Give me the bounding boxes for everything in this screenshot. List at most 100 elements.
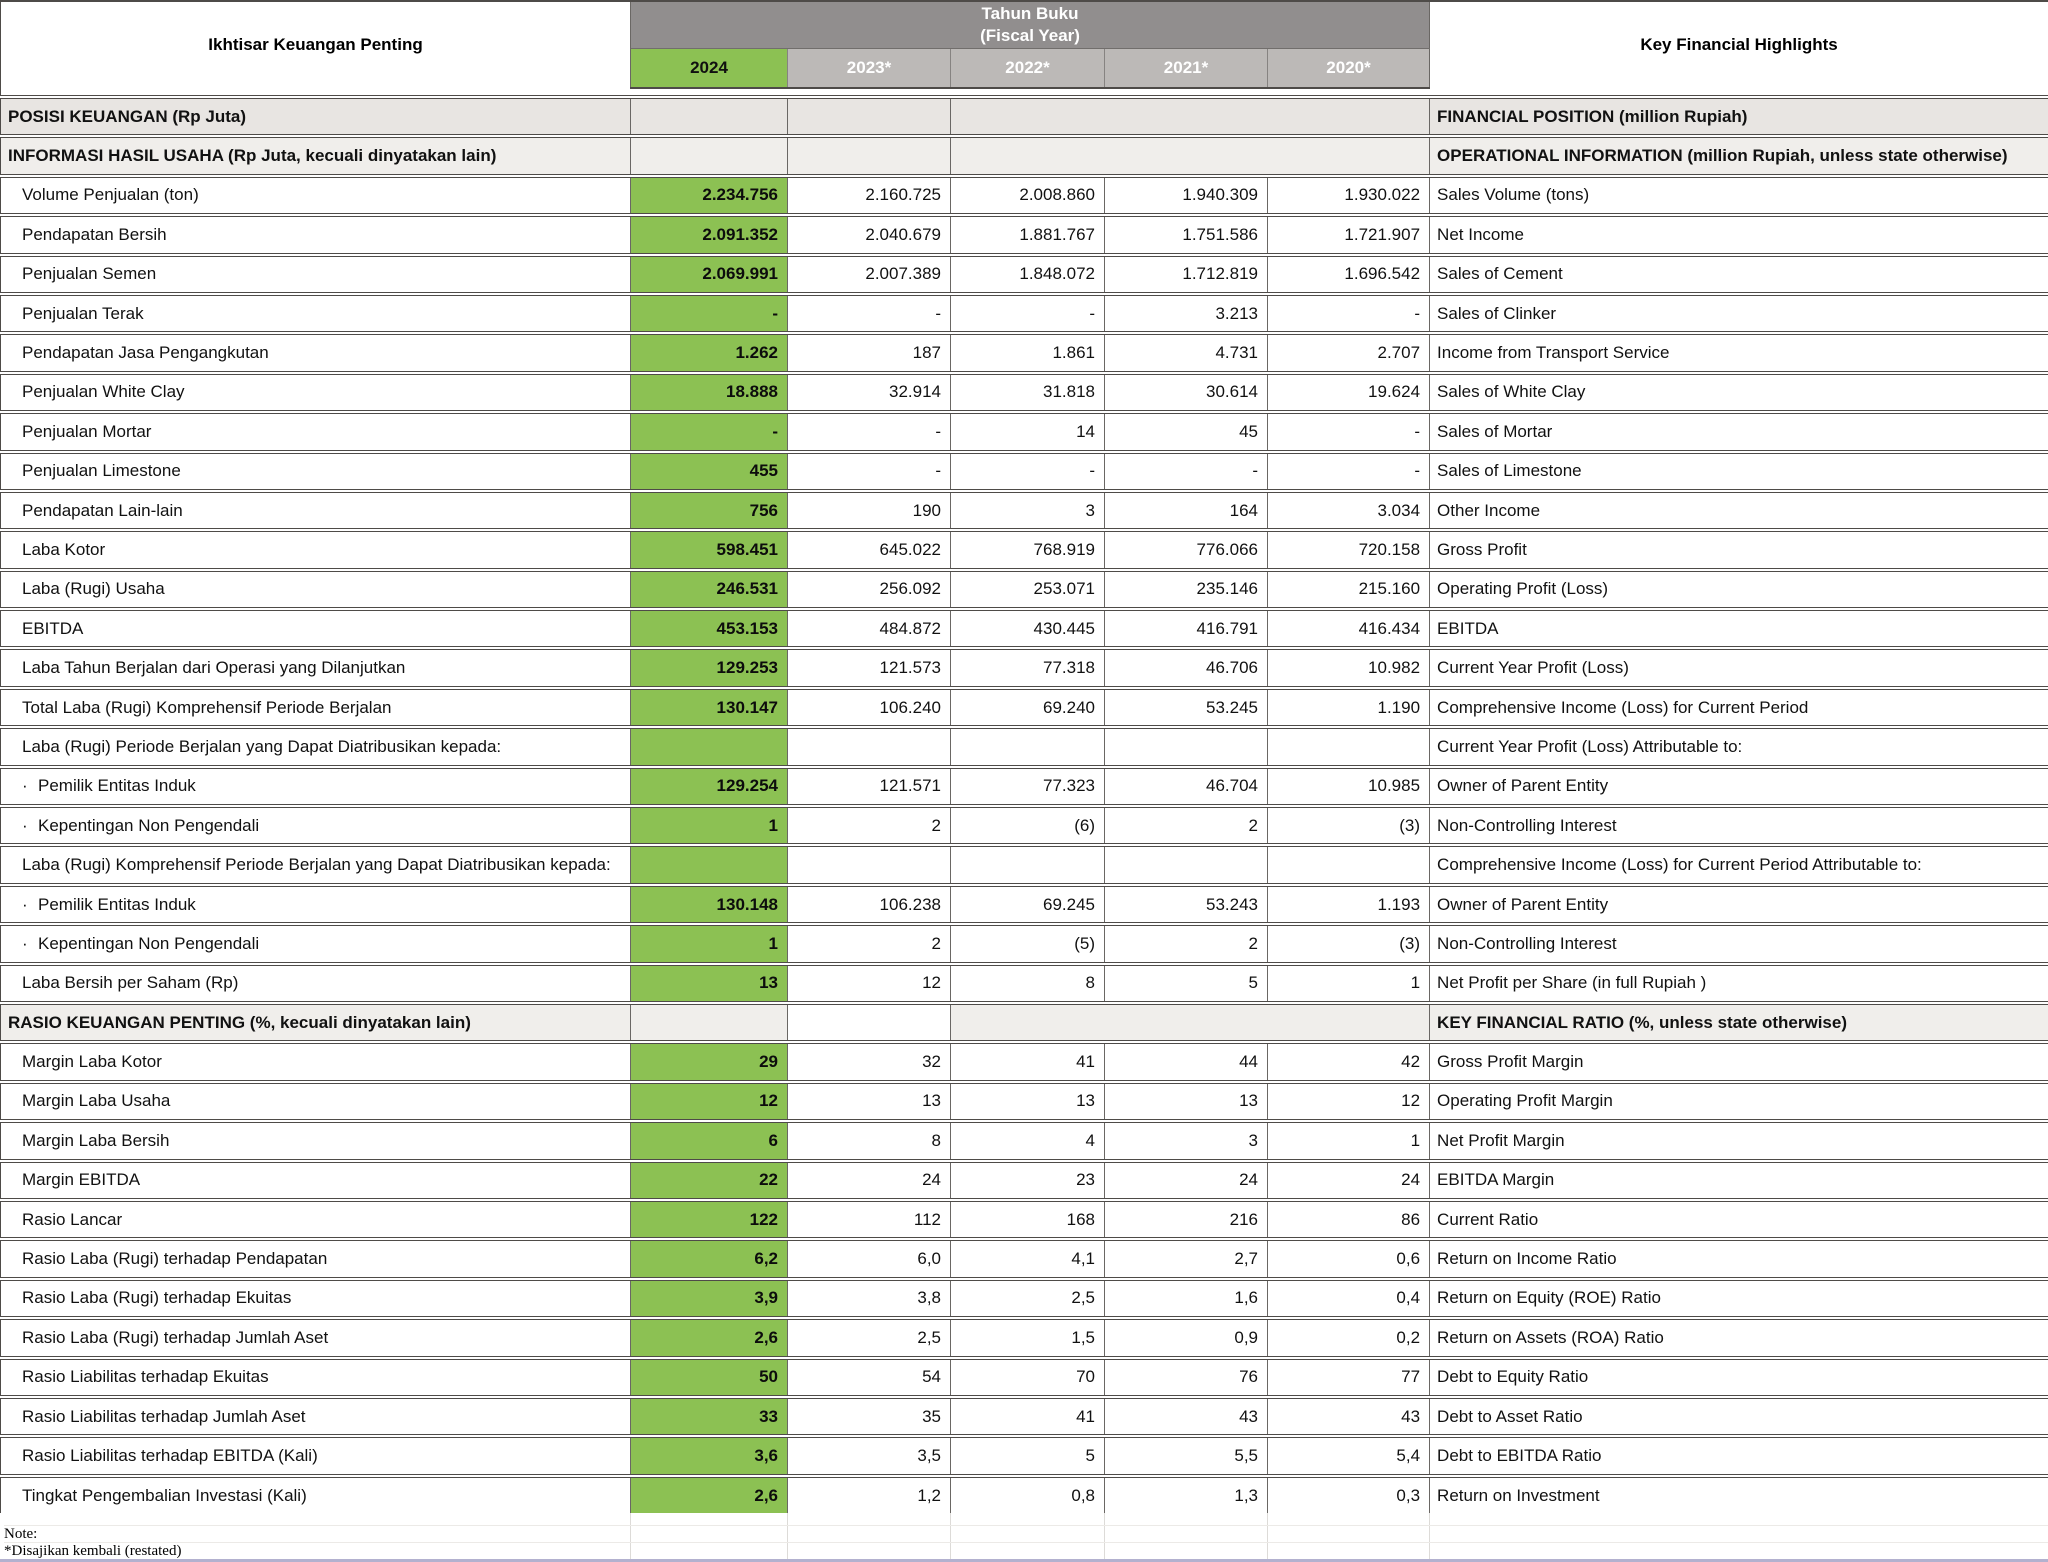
cell-2024 xyxy=(630,725,788,767)
cell-2021: 45 xyxy=(1104,410,1268,452)
year-header-2020: 2020* xyxy=(1267,48,1431,89)
cell-2020: 10.982 xyxy=(1267,646,1431,688)
cell-2023: 32 xyxy=(787,1040,951,1082)
footnotes-area: Note: *Disajikan kembali (restated) xyxy=(0,1513,2048,1562)
row-label-id: Margin Laba Kotor xyxy=(0,1040,631,1082)
cell-2022: 4,1 xyxy=(950,1237,1105,1279)
year-header-2021: 2021* xyxy=(1104,48,1268,89)
cell-2021: 1,6 xyxy=(1104,1276,1268,1319)
row-label-en: Non-Controlling Interest xyxy=(1429,922,2048,964)
row-label-id: Volume Penjualan (ton) xyxy=(0,173,631,216)
cell-2022: 14 xyxy=(950,410,1105,452)
row-label-en: Sales of Clinker xyxy=(1429,291,2048,334)
cell-2023: 121.571 xyxy=(787,764,951,807)
cell-2024: 22 xyxy=(630,1158,788,1200)
cell-2024: 13 xyxy=(630,961,788,1003)
grid-line xyxy=(1104,1513,1105,1559)
cell-2020: 43 xyxy=(1267,1394,1431,1437)
cell-2022: 5 xyxy=(950,1434,1105,1476)
bullet-icon: · xyxy=(22,894,28,914)
spacer-cell xyxy=(0,88,2048,97)
cell-2022: 430.445 xyxy=(950,607,1105,649)
cell-2021 xyxy=(1104,725,1268,767)
row-label-id-text: Pemilik Entitas Induk xyxy=(38,776,196,796)
cell-2024: - xyxy=(630,410,788,452)
cell-2021: 3.213 xyxy=(1104,291,1268,334)
cell-2024: 2.091.352 xyxy=(630,213,788,255)
cell-2021 xyxy=(1104,843,1268,885)
row-label-en: Debt to Asset Ratio xyxy=(1429,1394,2048,1437)
cell-2024: 1 xyxy=(630,804,788,846)
row-label-en: Return on Assets (ROA) Ratio xyxy=(1429,1316,2048,1358)
table-row: Pendapatan Jasa Pengangkutan 1.262 187 1.86… xyxy=(0,331,2048,373)
table-row: Pendapatan Bersih 2.091.352 2.040.679 1.881… xyxy=(0,213,2048,255)
cell-2022: 1.881.767 xyxy=(950,213,1105,255)
row-label-id: RASIO KEUANGAN PENTING (%, kecuali dinya… xyxy=(0,1000,631,1043)
cell-2020: 1.193 xyxy=(1267,882,1431,925)
cell-2022: 1.848.072 xyxy=(950,252,1105,294)
cell-2023: - xyxy=(787,291,951,334)
table-row: Rasio Laba (Rugi) terhadap Jumlah Aset 2,… xyxy=(0,1316,2048,1358)
cell-2020: 1 xyxy=(1267,1119,1431,1161)
year-header-2024: 2024 xyxy=(630,48,788,89)
financial-highlights-table: Ikhtisar Keuangan Penting Tahun Buku (Fi… xyxy=(0,0,2048,1517)
cell-2023: - xyxy=(787,410,951,452)
row-label-id: · Pemilik Entitas Induk xyxy=(0,764,631,807)
cell-2022: (5) xyxy=(950,922,1105,964)
cell-2022 xyxy=(950,725,1105,767)
cell-2023: 2 xyxy=(787,804,951,846)
row-label-en: Return on Equity (ROE) Ratio xyxy=(1429,1276,2048,1319)
row-label-id: Penjualan White Clay xyxy=(0,370,631,413)
cell-2023: 35 xyxy=(787,1394,951,1437)
cell-2024: 130.148 xyxy=(630,882,788,925)
row-label-id: Laba Tahun Berjalan dari Operasi yang Di… xyxy=(0,646,631,688)
fiscal-year-band-line2: (Fiscal Year) xyxy=(980,25,1080,45)
cell-2021: 2 xyxy=(1104,922,1268,964)
cell-2023: 6,0 xyxy=(787,1237,951,1279)
cell-2022: 768.919 xyxy=(950,528,1105,570)
cell-merged xyxy=(950,94,1431,137)
table-row: Rasio Lancar 122 112 168 216 86 Current Ratio xyxy=(0,1197,2048,1240)
cell-2020: 3.034 xyxy=(1267,488,1431,531)
cell-2022 xyxy=(950,843,1105,885)
row-label-en: Other Income xyxy=(1429,488,2048,531)
cell-2022: 41 xyxy=(950,1394,1105,1437)
table-row: Laba (Rugi) Komprehensif Periode Berjala… xyxy=(0,843,2048,885)
cell-2020: 5,4 xyxy=(1267,1434,1431,1476)
cell-2022: 70 xyxy=(950,1355,1105,1397)
row-label-id: EBITDA xyxy=(0,607,631,649)
row-label-id: Tingkat Pengembalian Investasi (Kali) xyxy=(0,1473,631,1517)
cell-2021: 1.940.309 xyxy=(1104,173,1268,216)
cell-2022: 1.861 xyxy=(950,331,1105,373)
cell-2020: 10.985 xyxy=(1267,764,1431,807)
row-label-en: Net Profit Margin xyxy=(1429,1119,2048,1161)
cell-merged xyxy=(950,134,1431,176)
cell-2020: - xyxy=(1267,410,1431,452)
cell-2023: 645.022 xyxy=(787,528,951,570)
row-label-id: · Kepentingan Non Pengendali xyxy=(0,922,631,964)
note-label: Note: xyxy=(4,1525,2048,1543)
cell-2023 xyxy=(787,843,951,885)
cell-2023: 13 xyxy=(787,1079,951,1122)
row-label-en: Comprehensive Income (Loss) for Current … xyxy=(1429,685,2048,728)
cell-2020: 720.158 xyxy=(1267,528,1431,570)
header-row: Ikhtisar Keuangan Penting Tahun Buku (Fi… xyxy=(0,1,2048,88)
table-row: Margin Laba Usaha 12 13 13 13 12 Operating Pro… xyxy=(0,1079,2048,1122)
bullet-icon: · xyxy=(22,933,28,953)
row-label-id: Rasio Lancar xyxy=(0,1197,631,1240)
cell-2023: 12 xyxy=(787,961,951,1003)
table-row: Margin Laba Bersih 6 8 4 3 1 Net Profit Margin xyxy=(0,1119,2048,1161)
cell-2024: 756 xyxy=(630,488,788,531)
cell-2023: 2.007.389 xyxy=(787,252,951,294)
cell-2021: 5,5 xyxy=(1104,1434,1268,1476)
table-row: Rasio Liabilitas terhadap EBITDA (Kali) 3… xyxy=(0,1434,2048,1476)
year-header-2023: 2023* xyxy=(787,48,951,89)
cell-2022: 69.245 xyxy=(950,882,1105,925)
grid-line xyxy=(1267,1513,1268,1559)
cell-2021: 1,3 xyxy=(1104,1473,1268,1517)
cell-2024: 2,6 xyxy=(630,1473,788,1517)
bullet-icon: · xyxy=(22,815,28,835)
cell-2022: 77.323 xyxy=(950,764,1105,807)
cell-2022: 8 xyxy=(950,961,1105,1003)
cell-2024: 29 xyxy=(630,1040,788,1082)
